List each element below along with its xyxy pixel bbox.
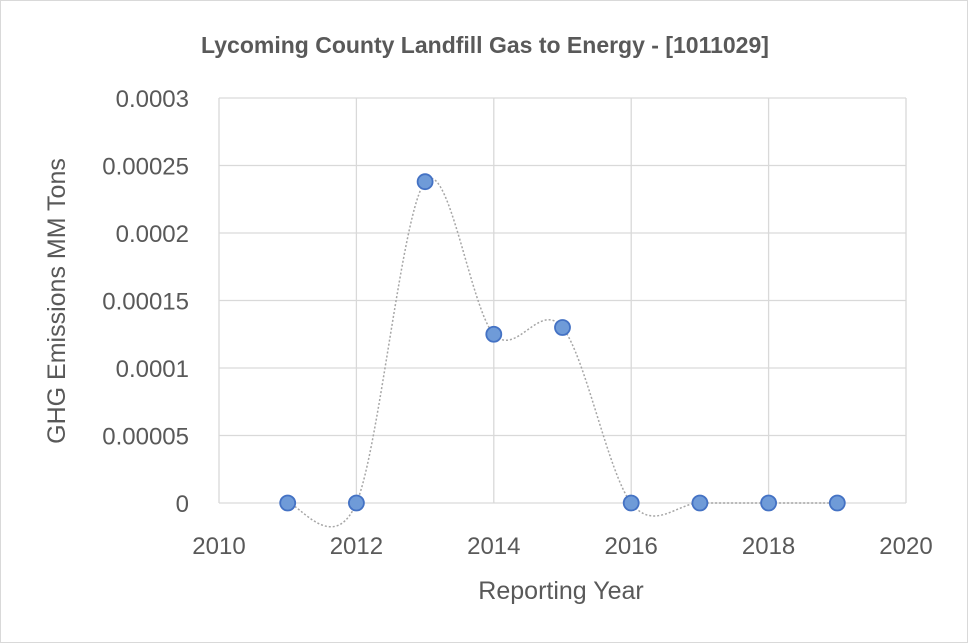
chart-title: Lycoming County Landfill Gas to Energy -…	[201, 32, 769, 58]
x-axis-label: Reporting Year	[478, 577, 643, 605]
gridlines	[218, 97, 907, 504]
x-tick-label: 2018	[742, 533, 795, 560]
data-point	[485, 325, 503, 343]
y-tick-label: 0.00025	[102, 154, 189, 181]
data-point	[622, 494, 640, 512]
y-tick-label: 0.0003	[116, 86, 189, 113]
data-point	[554, 319, 571, 336]
x-tick-label: 2016	[605, 533, 658, 560]
y-tick-label: 0.0002	[116, 221, 189, 248]
series-smoothed-line	[287, 177, 838, 528]
y-axis-label: GHG Emissions MM Tons	[43, 158, 71, 444]
data-point	[347, 494, 365, 512]
y-tick-label: 0.00005	[102, 424, 189, 451]
x-tick-label: 2012	[330, 533, 383, 560]
x-axis-ticks: 2010 2012 2014 2016 2018 2020	[192, 533, 932, 560]
data-point	[416, 173, 434, 191]
data-points	[279, 173, 846, 512]
data-point	[828, 494, 846, 512]
x-tick-label: 2020	[879, 533, 932, 560]
y-tick-label: 0	[176, 491, 189, 518]
y-tick-label: 0.0001	[116, 356, 189, 383]
y-tick-label: 0.00015	[102, 289, 189, 316]
x-tick-label: 2014	[467, 533, 520, 560]
data-point	[691, 494, 709, 512]
data-point	[760, 494, 777, 512]
data-point	[279, 494, 297, 512]
y-axis-ticks: 0 0.00005 0.0001 0.00015 0.0002 0.00025 0.0003	[102, 86, 189, 518]
x-tick-label: 2010	[192, 533, 245, 560]
